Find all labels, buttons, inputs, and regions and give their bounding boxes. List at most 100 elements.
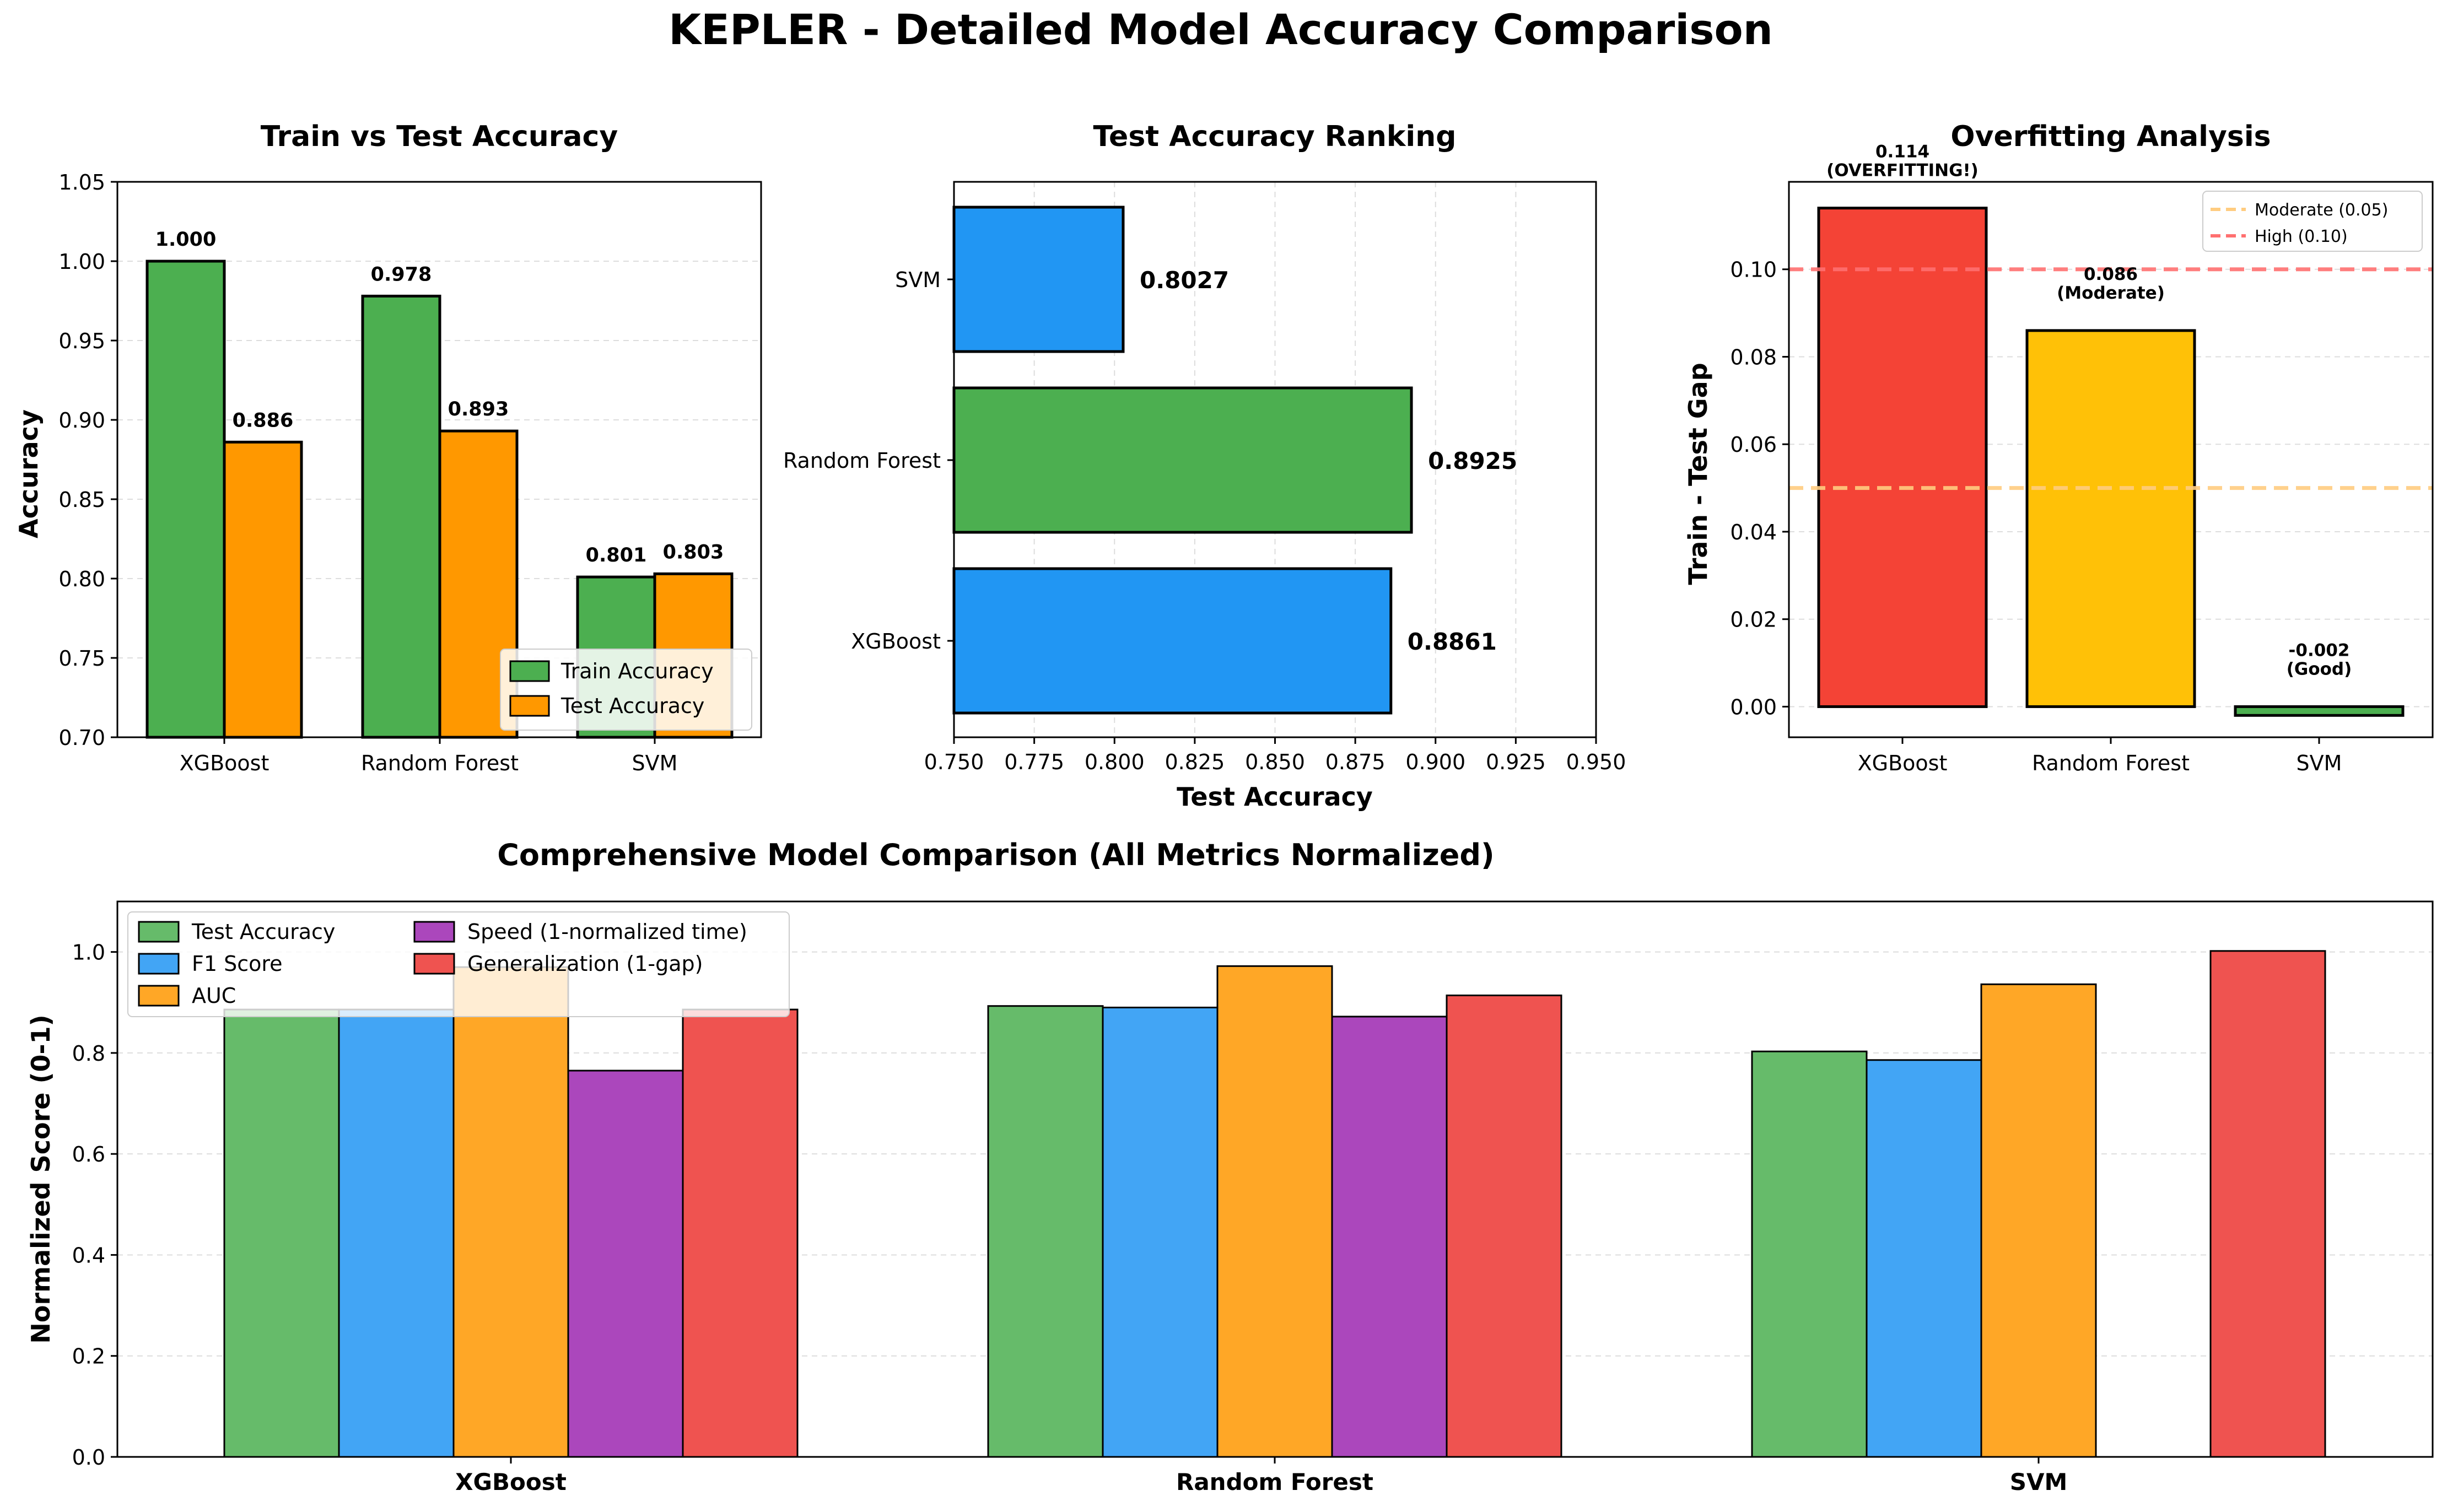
chart4-title: Comprehensive Model Comparison (All Metr…	[497, 838, 1494, 872]
bar-metric	[682, 1008, 799, 1458]
legend-label: Train Accuracy	[560, 659, 714, 683]
bar-test-accuracy	[952, 206, 1125, 353]
x-tick-label: 0.825	[1165, 750, 1225, 774]
y-tick-label: Random Forest	[783, 449, 941, 473]
y-tick-label: 0.8	[72, 1041, 105, 1066]
legend-swatch	[509, 660, 550, 682]
bar-train	[361, 294, 441, 739]
legend-swatch	[413, 921, 455, 943]
chart2-xlabel: Test Accuracy	[1177, 782, 1373, 812]
chart3-title: Overfitting Analysis	[1950, 120, 2271, 153]
bar-value-label: 0.086	[2084, 264, 2138, 284]
x-tick-label: SVM	[632, 751, 678, 775]
bar-value-label: 1.000	[155, 229, 217, 251]
x-tick-label: 0.925	[1486, 750, 1546, 774]
bar-metric	[1102, 1006, 1219, 1458]
y-tick-label: 0.0	[72, 1445, 105, 1470]
x-tick-label: Random Forest	[1176, 1468, 1373, 1495]
chart1-title: Train vs Test Accuracy	[261, 120, 618, 153]
y-tick-label: 0.00	[1730, 695, 1777, 719]
bar-metric	[1216, 965, 1333, 1458]
bar-gap	[2025, 329, 2196, 708]
x-tick-label: 0.850	[1245, 750, 1305, 774]
y-tick-label: 1.00	[58, 250, 105, 274]
bar-test	[223, 440, 303, 739]
figure-title: KEPLER - Detailed Model Accuracy Compari…	[669, 5, 1773, 54]
y-tick-label: XGBoost	[851, 629, 941, 654]
bar-metric	[1866, 1059, 1982, 1458]
bar-metric	[223, 1008, 340, 1458]
legend-label: Moderate (0.05)	[2255, 201, 2388, 220]
y-tick-label: 0.90	[58, 408, 105, 433]
y-tick-label: 0.02	[1730, 608, 1777, 632]
bar-gap	[2234, 705, 2405, 717]
y-tick-label: 0.08	[1730, 345, 1777, 369]
x-tick-label: SVM	[2297, 751, 2342, 775]
bar-value-label: 0.886	[233, 409, 294, 431]
bar-value-label: 0.8925	[1428, 447, 1517, 474]
bar-value-label: 0.8861	[1408, 628, 1497, 655]
x-tick-label: SVM	[2010, 1468, 2068, 1495]
x-tick-label: 0.900	[1405, 750, 1465, 774]
plot-frame	[953, 181, 1597, 738]
bar-status-label: (Moderate)	[2057, 283, 2165, 303]
legend-label: Speed (1-normalized time)	[467, 920, 747, 944]
bar-metric	[1751, 1050, 1868, 1458]
bar-value-label: 0.8027	[1140, 267, 1229, 294]
chart-test-accuracy-ranking: Test Accuracy Ranking Test Accuracy 0.88…	[783, 120, 1626, 812]
chart4-ylabel: Normalized Score (0-1)	[26, 1014, 56, 1343]
y-tick-label: 1.0	[72, 941, 105, 965]
chart3-ylabel: Train - Test Gap	[1683, 363, 1713, 585]
legend-label: High (0.10)	[2255, 227, 2348, 246]
x-tick-label: XGBoost	[455, 1468, 567, 1495]
x-tick-label: 0.950	[1566, 750, 1626, 774]
y-tick-label: 0.95	[58, 329, 105, 353]
bar-metric	[1446, 994, 1562, 1458]
bar-value-label: 0.114	[1875, 142, 1929, 162]
y-tick-label: 0.2	[72, 1344, 105, 1369]
legend-label: AUC	[192, 984, 236, 1008]
y-tick-label: 0.6	[72, 1142, 105, 1167]
y-tick-label: 0.80	[58, 567, 105, 591]
plot-frame	[1788, 181, 2434, 738]
x-tick-label: XGBoost	[180, 751, 269, 775]
y-tick-label: 0.4	[72, 1243, 105, 1267]
chart2-title: Test Accuracy Ranking	[1093, 120, 1456, 153]
y-tick-label: 0.70	[58, 726, 105, 750]
legend-label: F1 Score	[192, 952, 283, 976]
bar-metric	[452, 966, 569, 1458]
legend-box	[500, 649, 752, 731]
y-tick-label: 0.85	[58, 488, 105, 512]
legend-label: Test Accuracy	[191, 920, 335, 944]
y-tick-label: 0.06	[1730, 433, 1777, 457]
y-tick-label: SVM	[895, 268, 941, 292]
chart-train-vs-test: Train vs Test Accuracy Accuracy 1.000 0.9…	[14, 120, 762, 775]
legend-box	[2202, 191, 2423, 252]
bar-metric	[2209, 950, 2326, 1458]
chart-comprehensive-comparison: Comprehensive Model Comparison (All Metr…	[26, 838, 2434, 1495]
x-tick-label: 0.875	[1325, 750, 1386, 774]
bar-value-label: 0.893	[448, 398, 509, 420]
legend-label: Test Accuracy	[560, 694, 704, 718]
y-tick-label: 0.04	[1730, 520, 1777, 544]
chart-overfitting-analysis: Overfitting Analysis Train - Test Gap 0.…	[1683, 120, 2434, 775]
bar-value-label: 0.801	[586, 544, 647, 566]
legend-swatch	[138, 985, 180, 1007]
y-tick-label: 1.05	[58, 170, 105, 195]
bar-gap	[1817, 207, 1988, 708]
legend-box	[127, 911, 790, 1017]
bar-value-label: 0.978	[371, 263, 432, 285]
legend-swatch	[138, 921, 180, 943]
plot-frame	[116, 181, 762, 738]
x-tick-label: 0.800	[1085, 750, 1145, 774]
legend-label: Generalization (1-gap)	[467, 952, 703, 976]
bar-metric	[1980, 983, 2097, 1458]
legend-swatch	[138, 953, 180, 975]
x-tick-label: XGBoost	[1858, 751, 1948, 775]
chart1-ylabel: Accuracy	[14, 409, 44, 538]
x-tick-label: Random Forest	[2032, 751, 2190, 775]
bar-metric	[987, 1005, 1104, 1458]
y-tick-label: 0.75	[58, 646, 105, 671]
bar-train	[145, 260, 226, 739]
